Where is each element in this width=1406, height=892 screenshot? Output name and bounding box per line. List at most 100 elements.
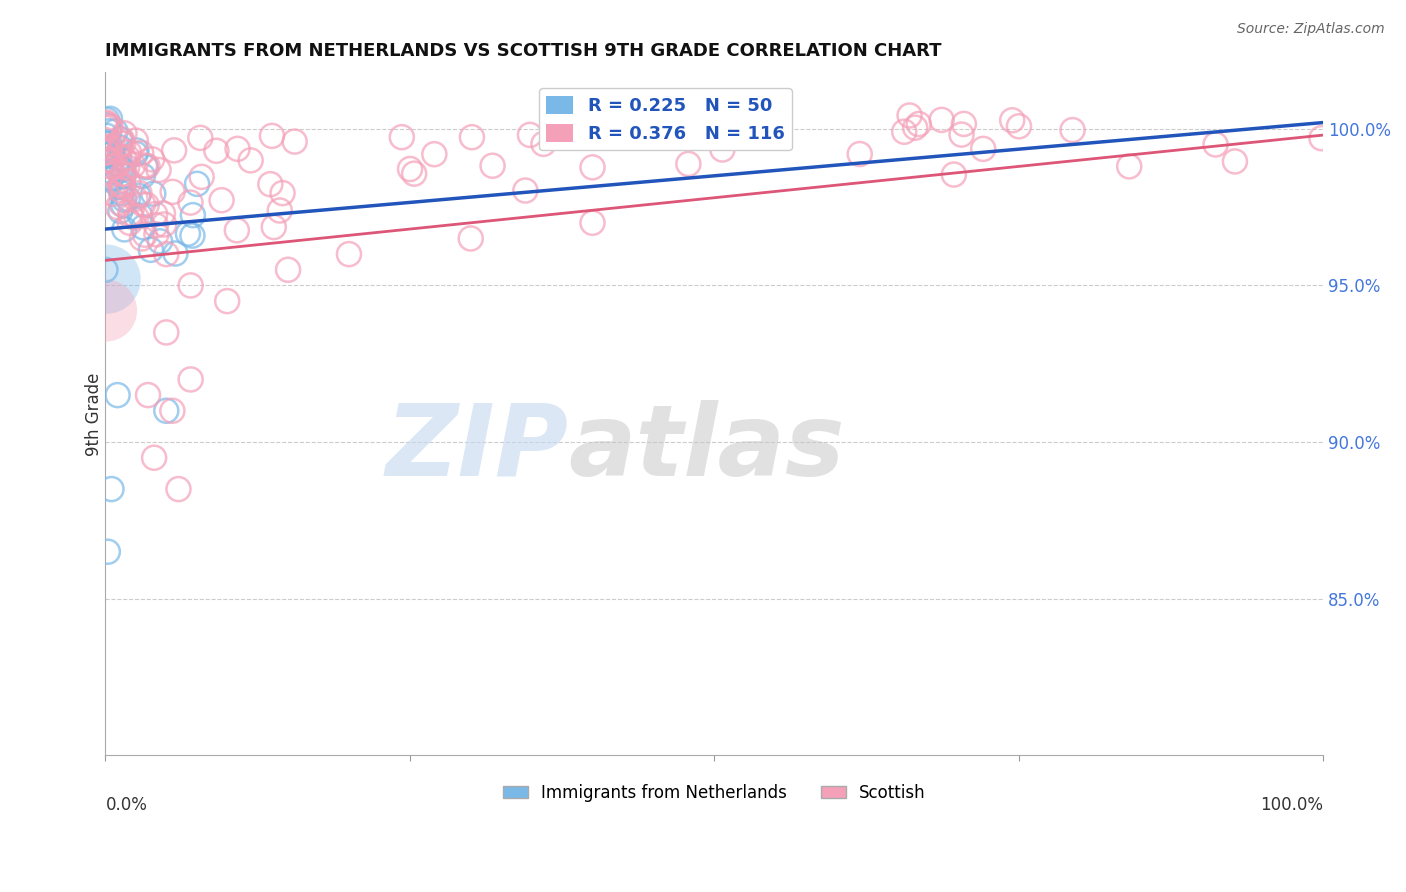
Point <box>94 117 117 131</box>
Y-axis label: 9th Grade: 9th Grade <box>86 372 103 456</box>
Text: 100.0%: 100.0% <box>1260 797 1323 814</box>
Point <box>100 160 122 174</box>
Point <box>112 193 135 207</box>
Point <box>132 197 155 211</box>
Point <box>117 177 139 191</box>
Point <box>284 135 307 149</box>
Point <box>533 136 555 151</box>
Point <box>112 167 135 181</box>
Point <box>112 152 135 166</box>
Point <box>100 146 122 161</box>
Point <box>100 167 122 181</box>
Point <box>112 169 135 184</box>
Point <box>100 154 122 169</box>
Point <box>98 124 121 138</box>
Point <box>162 403 184 417</box>
Point <box>129 145 152 160</box>
Point <box>112 180 135 194</box>
Point <box>111 162 134 177</box>
Point <box>100 140 122 154</box>
Point <box>581 216 603 230</box>
Point <box>135 160 157 174</box>
Text: Source: ZipAtlas.com: Source: ZipAtlas.com <box>1237 22 1385 37</box>
Point <box>259 177 281 191</box>
Point <box>110 204 132 219</box>
Point <box>96 145 118 160</box>
Point <box>186 177 208 191</box>
Point <box>98 172 121 186</box>
Point <box>134 159 156 173</box>
Point <box>149 235 172 249</box>
Legend: Immigrants from Netherlands, Scottish: Immigrants from Netherlands, Scottish <box>496 777 932 808</box>
Point <box>120 206 142 220</box>
Point <box>98 119 121 133</box>
Point <box>131 231 153 245</box>
Point <box>143 207 166 221</box>
Point <box>134 227 156 242</box>
Point <box>931 112 953 127</box>
Point <box>217 294 239 309</box>
Point <box>898 108 921 122</box>
Point <box>942 168 965 182</box>
Point <box>94 303 117 318</box>
Point <box>114 127 136 141</box>
Point <box>461 130 484 145</box>
Point <box>135 198 157 212</box>
Point <box>423 147 446 161</box>
Point <box>94 155 117 169</box>
Point <box>117 151 139 165</box>
Point <box>104 124 127 138</box>
Point <box>129 209 152 223</box>
Point <box>132 220 155 235</box>
Point <box>111 167 134 181</box>
Point <box>110 178 132 193</box>
Point <box>100 164 122 178</box>
Text: ZIP: ZIP <box>385 400 568 497</box>
Point <box>125 210 148 224</box>
Point <box>110 196 132 211</box>
Point <box>136 388 159 402</box>
Point <box>953 117 976 131</box>
Point <box>105 156 128 170</box>
Point <box>141 153 163 167</box>
Point <box>110 186 132 201</box>
Point <box>132 169 155 183</box>
Point <box>101 160 124 174</box>
Point <box>105 159 128 173</box>
Point <box>111 178 134 192</box>
Point <box>972 142 994 156</box>
Point <box>165 246 187 260</box>
Point <box>848 147 870 161</box>
Point <box>1008 120 1031 134</box>
Point <box>153 218 176 232</box>
Point <box>96 113 118 128</box>
Point <box>142 186 165 201</box>
Point <box>519 128 541 142</box>
Point <box>136 159 159 173</box>
Point <box>125 144 148 158</box>
Point <box>98 112 121 126</box>
Point <box>263 220 285 235</box>
Point <box>110 141 132 155</box>
Point <box>180 372 202 386</box>
Point <box>167 482 190 496</box>
Point <box>904 120 927 135</box>
Point <box>1062 123 1084 137</box>
Point <box>143 450 166 465</box>
Point <box>111 132 134 146</box>
Point <box>101 186 124 201</box>
Point <box>1118 159 1140 173</box>
Point <box>115 161 138 175</box>
Point <box>1205 137 1227 152</box>
Point <box>1310 131 1333 145</box>
Point <box>226 142 249 156</box>
Point <box>148 163 170 178</box>
Point <box>893 125 915 139</box>
Point <box>94 262 117 277</box>
Point <box>145 227 167 242</box>
Point <box>108 142 131 156</box>
Point <box>98 142 121 156</box>
Point <box>181 208 204 222</box>
Point <box>118 216 141 230</box>
Point <box>1001 113 1024 128</box>
